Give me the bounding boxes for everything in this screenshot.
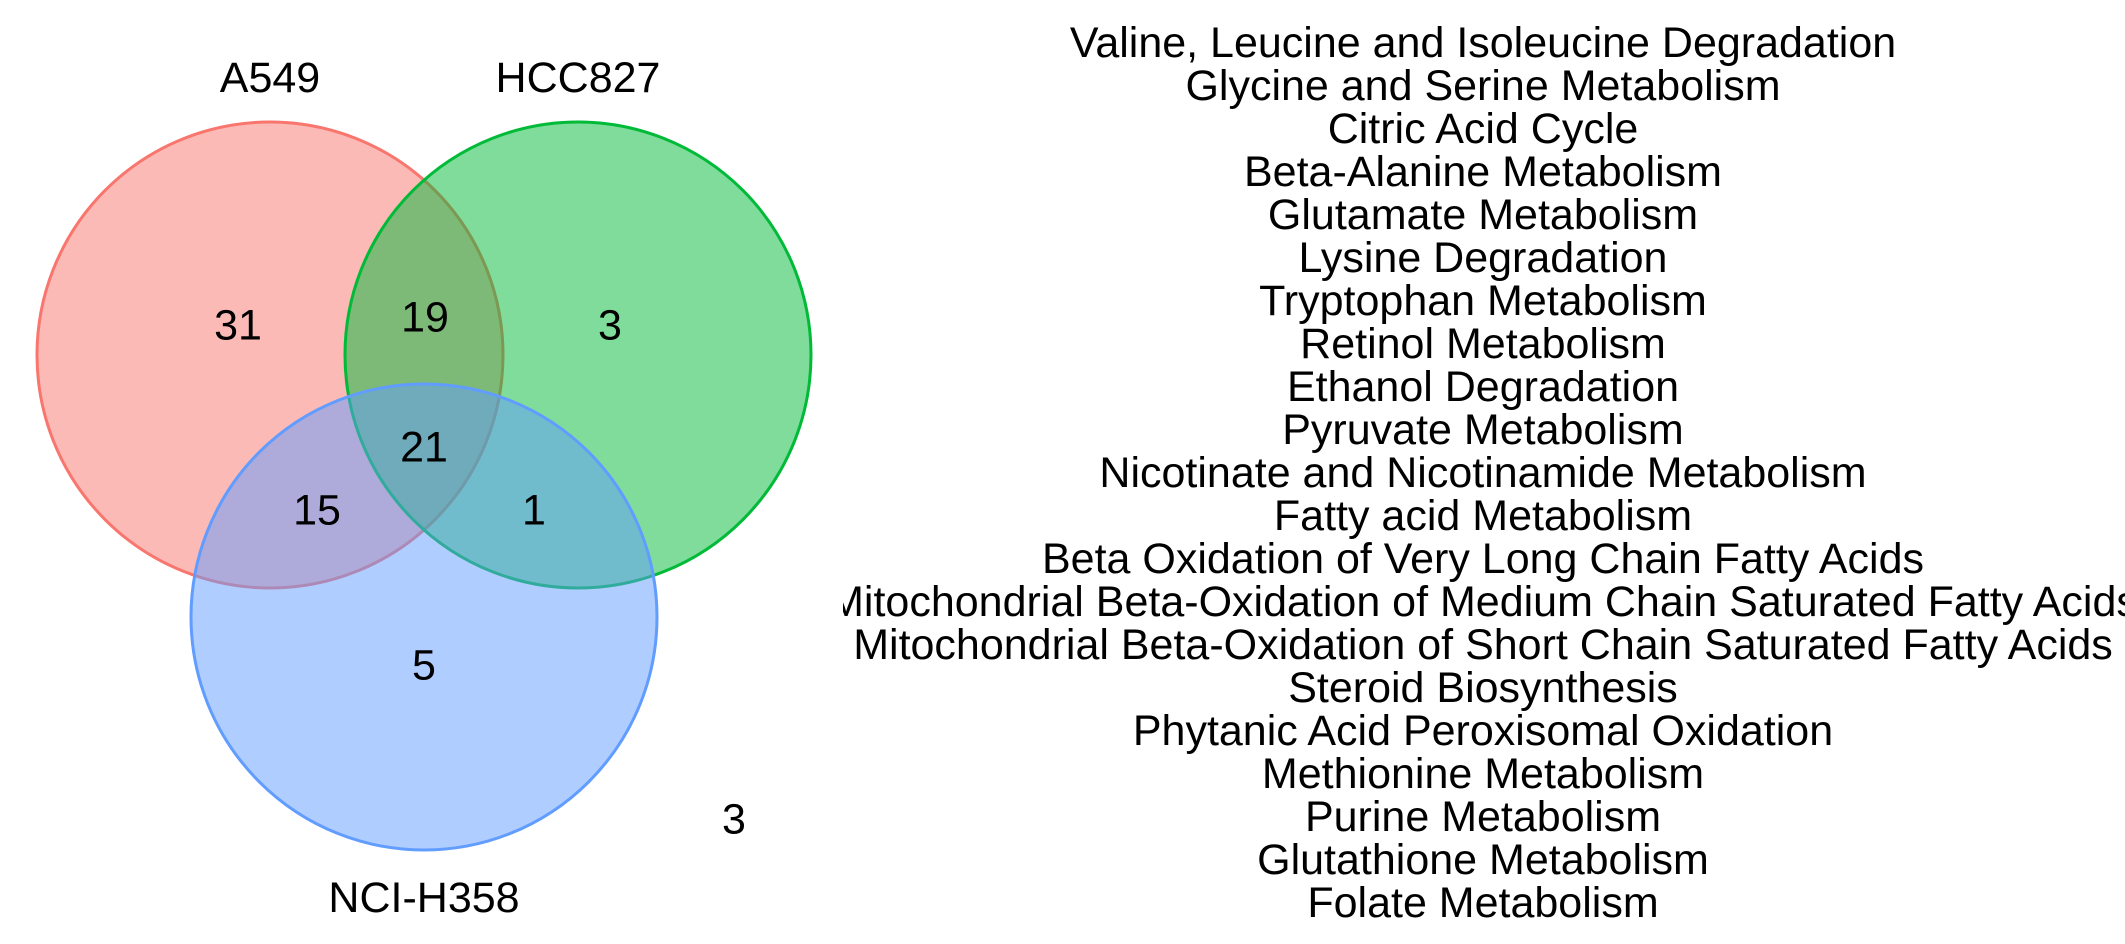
a549-label: A549 bbox=[220, 54, 320, 102]
pathway-item: Beta Oxidation of Very Long Chain Fatty … bbox=[1041, 535, 1925, 583]
pathway-item: Folate Metabolism bbox=[1307, 879, 1659, 927]
pathway-item: Steroid Biosynthesis bbox=[1288, 664, 1678, 712]
region-outside-count: 3 bbox=[722, 795, 746, 843]
pathway-item: Ethanol Degradation bbox=[1286, 363, 1680, 411]
pathway-item: Tryptophan Metabolism bbox=[1259, 277, 1707, 325]
pathway-item: Fatty acid Metabolism bbox=[1273, 492, 1693, 540]
pathway-item: Mitochondrial Beta-Oxidation of Short Ch… bbox=[853, 621, 2113, 669]
hcc827-label: HCC827 bbox=[496, 54, 661, 102]
pathway-item: Lysine Degradation bbox=[1298, 234, 1668, 282]
region-a549-only-count: 31 bbox=[214, 301, 262, 349]
pathway-list-panel: Valine, Leucine and Isoleucine Degradati… bbox=[843, 0, 2125, 944]
pathway-item: Glycine and Serine Metabolism bbox=[1185, 62, 1781, 110]
region-a549-hcc827-count: 19 bbox=[401, 293, 449, 341]
region-hcc827-only-count: 3 bbox=[598, 301, 622, 349]
pathway-item: Valine, Leucine and Isoleucine Degradati… bbox=[1069, 19, 1897, 67]
region-a549-nci-count: 15 bbox=[293, 486, 341, 534]
nci-h358-label: NCI-H358 bbox=[328, 874, 519, 922]
region-all-three-count: 21 bbox=[400, 423, 448, 471]
pathway-item: Glutamate Metabolism bbox=[1267, 191, 1699, 239]
pathway-item: Methionine Metabolism bbox=[1261, 750, 1705, 798]
pathway-item: Citric Acid Cycle bbox=[1327, 105, 1639, 153]
pathway-item: Retinol Metabolism bbox=[1300, 320, 1666, 368]
pathway-item: Glutathione Metabolism bbox=[1257, 836, 1709, 884]
region-nci-only-count: 5 bbox=[412, 641, 436, 689]
pathway-item: Purine Metabolism bbox=[1304, 793, 1662, 841]
pathway-item: Pyruvate Metabolism bbox=[1282, 406, 1684, 454]
region-hcc827-nci-count: 1 bbox=[522, 486, 546, 534]
pathway-item: Nicotinate and Nicotinamide Metabolism bbox=[1099, 449, 1867, 497]
pathway-item: Phytanic Acid Peroxisomal Oxidation bbox=[1132, 707, 1834, 755]
nci-h358-circle bbox=[189, 382, 659, 852]
pathway-item: Beta-Alanine Metabolism bbox=[1243, 148, 1723, 196]
venn-diagram: A549 HCC827 NCI-H358 31 19 3 21 15 1 5 3 bbox=[35, 54, 813, 922]
pathway-item: Mitochondrial Beta-Oxidation of Medium C… bbox=[843, 578, 2125, 626]
